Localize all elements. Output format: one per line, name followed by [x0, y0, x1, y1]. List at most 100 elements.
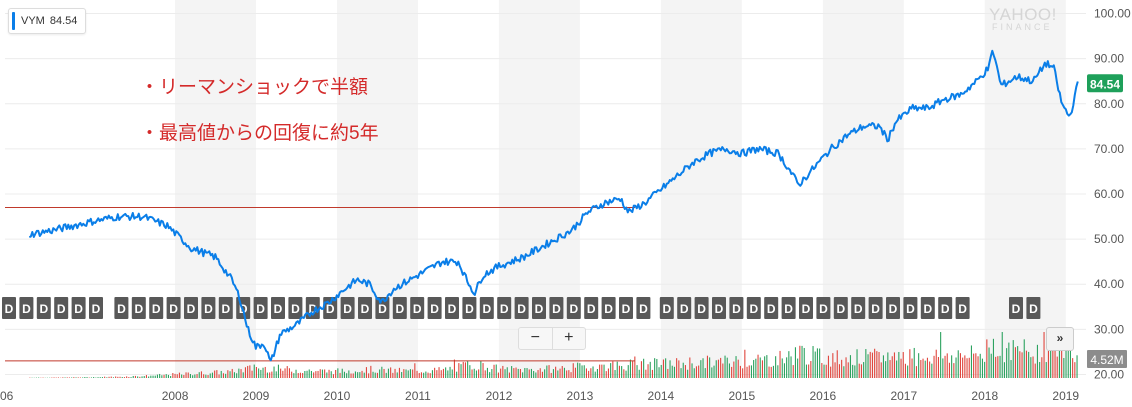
- dividend-marker[interactable]: D: [566, 297, 581, 319]
- dividend-marker[interactable]: D: [584, 297, 599, 319]
- dividend-marker[interactable]: D: [764, 297, 779, 319]
- dividend-marker[interactable]: D: [114, 297, 129, 319]
- dividend-marker[interactable]: D: [236, 297, 251, 319]
- volume-bar: [414, 363, 416, 378]
- dividend-marker[interactable]: D: [677, 297, 692, 319]
- dividend-marker[interactable]: D: [410, 297, 425, 319]
- volume-bar: [616, 361, 618, 378]
- dividend-marker[interactable]: D: [166, 297, 181, 319]
- dividend-marker-label: D: [587, 302, 596, 316]
- volume-bar: [900, 358, 902, 378]
- dividend-marker[interactable]: D: [427, 297, 442, 319]
- volume-bar: [456, 371, 458, 378]
- volume-bar: [1045, 362, 1047, 378]
- dividend-marker[interactable]: D: [549, 297, 564, 319]
- dividend-marker[interactable]: D: [955, 297, 970, 319]
- dividend-marker[interactable]: D: [746, 297, 761, 319]
- volume-bar: [968, 357, 970, 378]
- volume-bar: [236, 373, 238, 378]
- dividend-marker[interactable]: D: [938, 297, 953, 319]
- dividend-marker[interactable]: D: [636, 297, 651, 319]
- dividend-marker[interactable]: D: [479, 297, 494, 319]
- dividend-marker[interactable]: D: [920, 297, 935, 319]
- dividend-marker-label: D: [92, 302, 101, 316]
- dividend-marker[interactable]: D: [799, 297, 813, 319]
- dividend-marker-box: [71, 297, 86, 319]
- dividend-marker[interactable]: D: [462, 297, 477, 319]
- dividend-marker[interactable]: D: [903, 297, 918, 319]
- dividend-marker-box: [677, 297, 692, 319]
- volume-bar: [964, 355, 966, 378]
- dividend-marker[interactable]: D: [886, 297, 900, 319]
- dividend-marker[interactable]: D: [19, 297, 34, 319]
- volume-bar: [988, 347, 990, 378]
- volume-bar: [825, 364, 827, 378]
- volume-bar: [346, 373, 348, 378]
- dividend-marker[interactable]: D: [253, 297, 268, 319]
- dividend-marker[interactable]: D: [71, 297, 86, 319]
- scroll-forward-button[interactable]: »: [1046, 327, 1074, 351]
- dividend-marker[interactable]: D: [1009, 297, 1023, 319]
- dividend-marker[interactable]: D: [619, 297, 633, 319]
- dividend-marker[interactable]: D: [601, 297, 616, 319]
- dividend-marker[interactable]: D: [358, 297, 372, 319]
- volume-bar: [515, 367, 517, 378]
- volume-bar: [242, 372, 244, 378]
- dividend-marker[interactable]: D: [201, 297, 216, 319]
- zoom-in-button[interactable]: +: [551, 328, 586, 349]
- volume-bar: [200, 371, 202, 378]
- volume-bar: [570, 372, 572, 378]
- volume-bar: [390, 367, 392, 378]
- volume-bar: [214, 370, 216, 378]
- dividend-marker[interactable]: D: [89, 297, 103, 319]
- volume-bar: [286, 366, 288, 378]
- dividend-marker[interactable]: D: [2, 297, 16, 319]
- dividend-marker[interactable]: D: [392, 297, 407, 319]
- dividend-marker[interactable]: D: [271, 297, 285, 319]
- volume-bars: [29, 332, 1078, 378]
- dividend-marker[interactable]: D: [149, 297, 164, 319]
- x-tick-label: 2011: [405, 389, 431, 403]
- dividend-marker[interactable]: D: [729, 297, 744, 319]
- volume-bar: [647, 364, 649, 378]
- dividend-marker[interactable]: D: [659, 297, 674, 319]
- dividend-marker[interactable]: D: [712, 297, 726, 319]
- dividend-marker-box: [851, 297, 866, 319]
- dividend-marker[interactable]: D: [532, 297, 546, 319]
- dividend-marker[interactable]: D: [868, 297, 883, 319]
- dividend-marker[interactable]: D: [497, 297, 512, 319]
- dividend-marker[interactable]: D: [184, 297, 198, 319]
- dividend-marker-label: D: [221, 302, 230, 316]
- volume-bar: [150, 375, 152, 378]
- dividend-marker[interactable]: D: [288, 297, 303, 319]
- volume-bar: [665, 358, 667, 378]
- dividend-marker[interactable]: D: [514, 297, 529, 319]
- dividend-marker[interactable]: D: [305, 297, 320, 319]
- dividend-marker[interactable]: D: [340, 297, 355, 319]
- last-price-badge: [1087, 74, 1123, 93]
- dividend-marker[interactable]: D: [851, 297, 866, 319]
- volume-bar: [84, 376, 86, 378]
- dividend-marker[interactable]: D: [36, 297, 51, 319]
- volume-bar: [519, 369, 521, 378]
- volume-bar: [799, 345, 801, 378]
- dividend-marker[interactable]: D: [781, 297, 796, 319]
- zoom-out-button[interactable]: −: [530, 329, 540, 346]
- dividend-marker[interactable]: D: [131, 297, 146, 319]
- volume-bar: [93, 377, 95, 378]
- dividend-marker[interactable]: D: [694, 297, 709, 319]
- volume-bar: [429, 373, 431, 378]
- dividend-marker-box: [201, 297, 216, 319]
- volume-bar: [772, 365, 774, 378]
- dividend-marker[interactable]: D: [816, 297, 831, 319]
- dividend-marker[interactable]: D: [54, 297, 69, 319]
- dividend-marker[interactable]: D: [375, 297, 390, 319]
- dividend-marker[interactable]: D: [445, 297, 459, 319]
- dividend-marker[interactable]: D: [833, 297, 848, 319]
- dividend-marker[interactable]: D: [218, 297, 233, 319]
- volume-bar: [588, 370, 590, 378]
- legend-chip[interactable]: VYM 84.54: [8, 8, 87, 34]
- dividend-marker[interactable]: D: [1026, 297, 1041, 319]
